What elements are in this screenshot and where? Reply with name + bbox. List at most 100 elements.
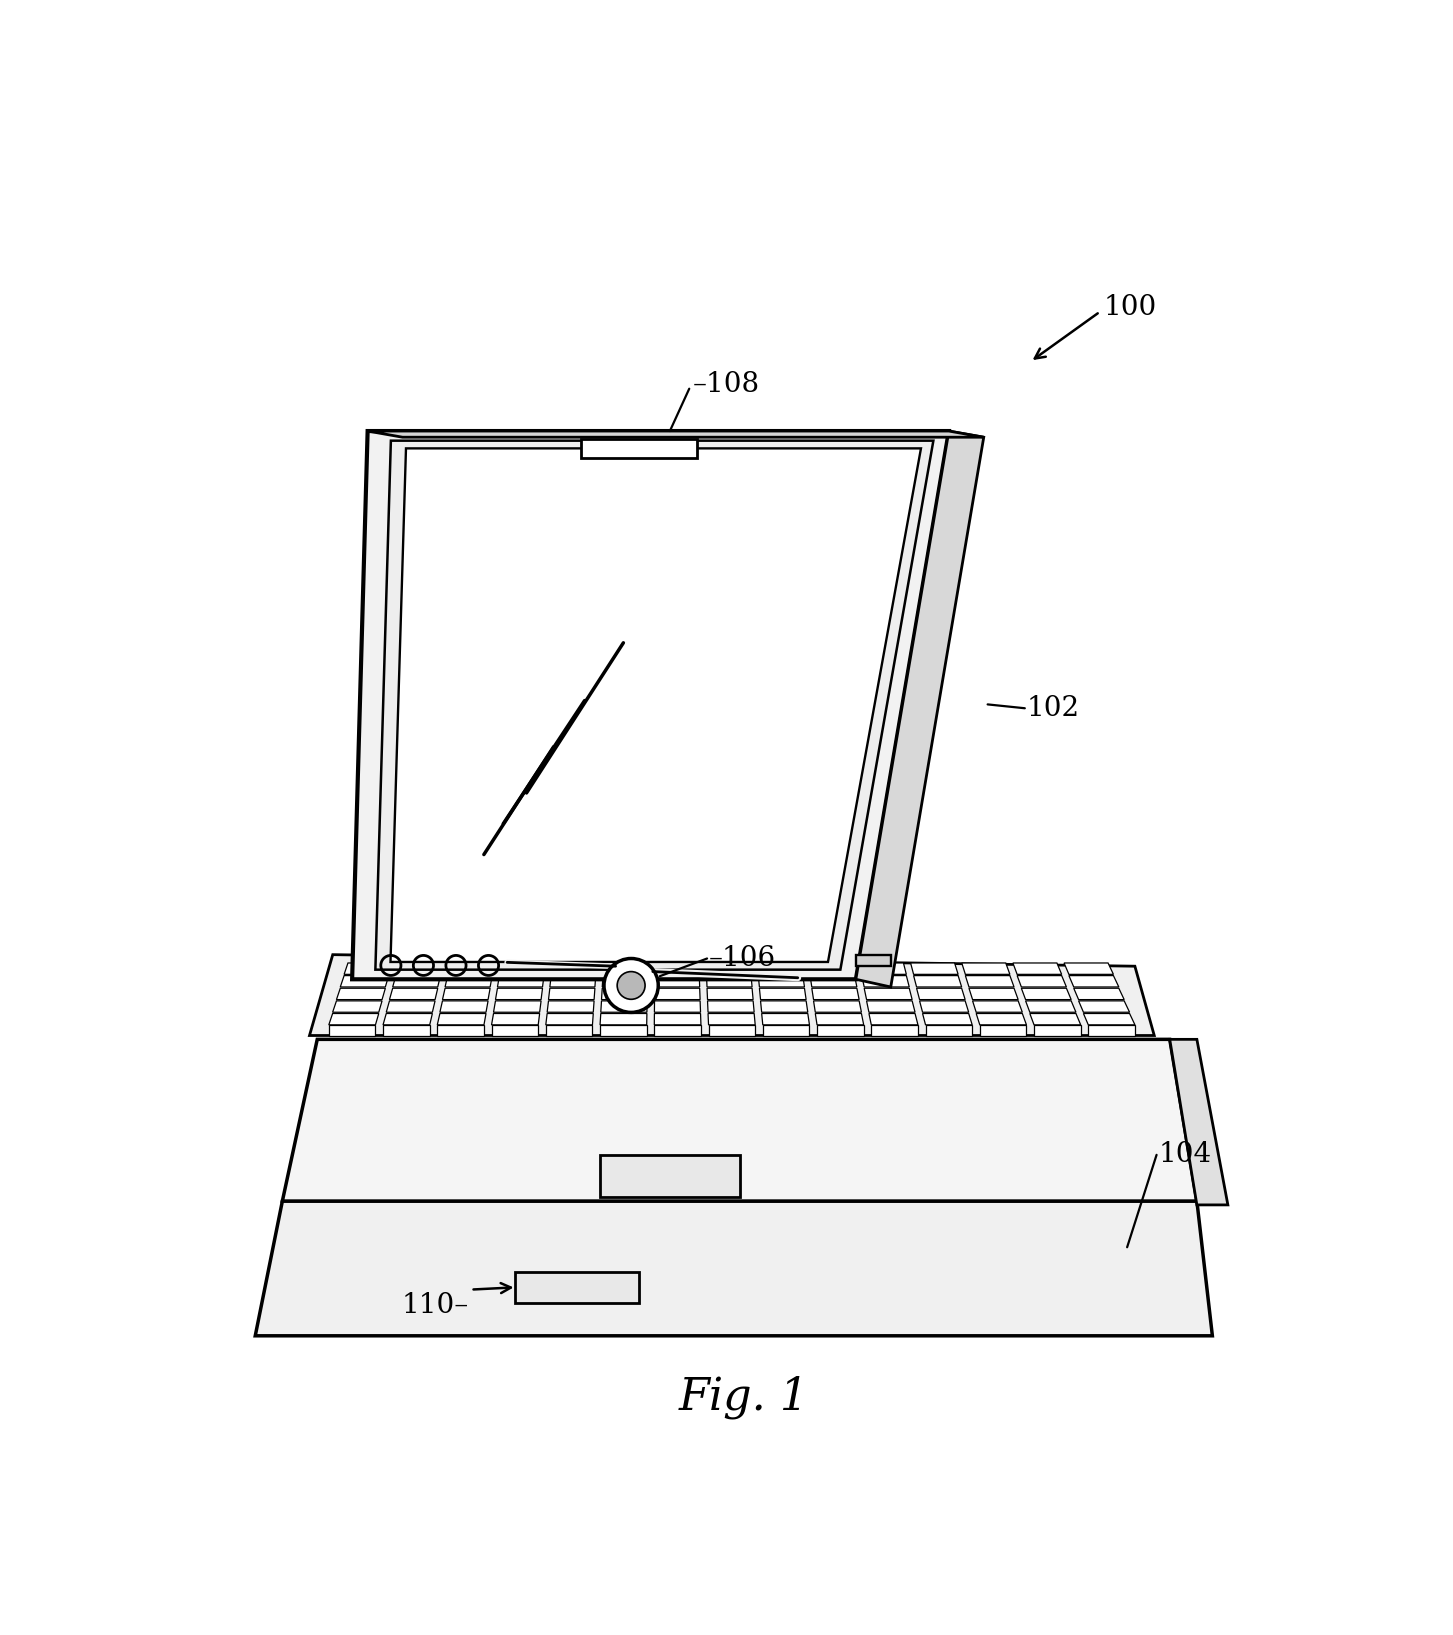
Polygon shape — [979, 1025, 1026, 1035]
Polygon shape — [920, 1001, 969, 1012]
Polygon shape — [491, 1025, 538, 1035]
Polygon shape — [655, 963, 699, 974]
Polygon shape — [706, 963, 751, 974]
Polygon shape — [1170, 1040, 1228, 1205]
Polygon shape — [811, 976, 857, 988]
Polygon shape — [602, 988, 647, 999]
Circle shape — [618, 971, 645, 999]
Polygon shape — [600, 1154, 740, 1197]
Polygon shape — [384, 1025, 430, 1035]
Polygon shape — [328, 1014, 379, 1025]
Polygon shape — [911, 963, 958, 974]
Polygon shape — [761, 1014, 809, 1025]
Polygon shape — [654, 1001, 700, 1012]
Polygon shape — [1021, 988, 1071, 999]
Polygon shape — [549, 976, 596, 988]
Polygon shape — [328, 1025, 375, 1035]
Polygon shape — [706, 976, 753, 988]
Polygon shape — [654, 1014, 700, 1025]
Polygon shape — [654, 1025, 700, 1035]
Polygon shape — [1084, 1014, 1135, 1025]
Text: 102: 102 — [1026, 695, 1080, 721]
Polygon shape — [760, 1001, 808, 1012]
Polygon shape — [368, 432, 984, 437]
Polygon shape — [965, 976, 1014, 988]
Polygon shape — [514, 1272, 639, 1303]
Polygon shape — [546, 1014, 593, 1025]
Polygon shape — [495, 988, 542, 999]
Polygon shape — [603, 963, 648, 974]
Polygon shape — [391, 448, 921, 961]
Polygon shape — [600, 1014, 647, 1025]
Polygon shape — [654, 988, 700, 999]
Polygon shape — [814, 1001, 862, 1012]
Text: 100: 100 — [1104, 294, 1157, 322]
Polygon shape — [340, 976, 388, 988]
Polygon shape — [1078, 1001, 1129, 1012]
Polygon shape — [392, 976, 440, 988]
Polygon shape — [869, 1014, 918, 1025]
Polygon shape — [344, 963, 392, 974]
Polygon shape — [926, 1025, 972, 1035]
Polygon shape — [760, 988, 806, 999]
Polygon shape — [491, 1014, 539, 1025]
Polygon shape — [1030, 1014, 1081, 1025]
Polygon shape — [551, 963, 597, 974]
Polygon shape — [1026, 1001, 1075, 1012]
Polygon shape — [1035, 1025, 1081, 1035]
Polygon shape — [581, 438, 697, 458]
Polygon shape — [1088, 1025, 1135, 1035]
Polygon shape — [972, 1001, 1023, 1012]
Text: 110–: 110– — [401, 1292, 468, 1318]
Text: –108: –108 — [693, 371, 760, 399]
Polygon shape — [923, 1014, 972, 1025]
Polygon shape — [440, 1001, 488, 1012]
Polygon shape — [763, 1025, 809, 1035]
Polygon shape — [600, 1001, 647, 1012]
Polygon shape — [866, 1001, 915, 1012]
Polygon shape — [448, 963, 494, 974]
Polygon shape — [445, 976, 493, 988]
Polygon shape — [337, 988, 385, 999]
Polygon shape — [708, 1014, 756, 1025]
Polygon shape — [1074, 988, 1125, 999]
Polygon shape — [860, 963, 907, 974]
Polygon shape — [817, 1025, 863, 1035]
Polygon shape — [969, 988, 1019, 999]
Polygon shape — [375, 441, 933, 970]
Polygon shape — [309, 955, 1154, 1035]
Polygon shape — [709, 1025, 756, 1035]
Text: 104: 104 — [1158, 1141, 1212, 1169]
Polygon shape — [548, 988, 594, 999]
Polygon shape — [1064, 963, 1113, 974]
Polygon shape — [808, 963, 854, 974]
Polygon shape — [395, 963, 443, 974]
Polygon shape — [600, 1025, 647, 1035]
Polygon shape — [256, 1202, 1212, 1336]
Polygon shape — [815, 1014, 863, 1025]
Polygon shape — [1013, 963, 1062, 974]
Polygon shape — [856, 955, 891, 966]
Polygon shape — [494, 1001, 541, 1012]
Polygon shape — [389, 988, 437, 999]
Polygon shape — [546, 1025, 593, 1035]
Polygon shape — [708, 988, 753, 999]
Polygon shape — [865, 988, 912, 999]
Polygon shape — [1069, 976, 1119, 988]
Circle shape — [604, 958, 658, 1012]
Polygon shape — [917, 988, 965, 999]
Polygon shape — [856, 432, 984, 988]
Polygon shape — [384, 1014, 433, 1025]
Polygon shape — [548, 1001, 594, 1012]
Text: Fig. 1: Fig. 1 — [679, 1375, 809, 1419]
Polygon shape — [708, 1001, 754, 1012]
Polygon shape — [655, 976, 700, 988]
Polygon shape — [443, 988, 490, 999]
Polygon shape — [1017, 976, 1067, 988]
Polygon shape — [497, 976, 543, 988]
Polygon shape — [757, 963, 804, 974]
Polygon shape — [976, 1014, 1026, 1025]
Polygon shape — [282, 1040, 1197, 1202]
Polygon shape — [386, 1001, 434, 1012]
Polygon shape — [758, 976, 805, 988]
